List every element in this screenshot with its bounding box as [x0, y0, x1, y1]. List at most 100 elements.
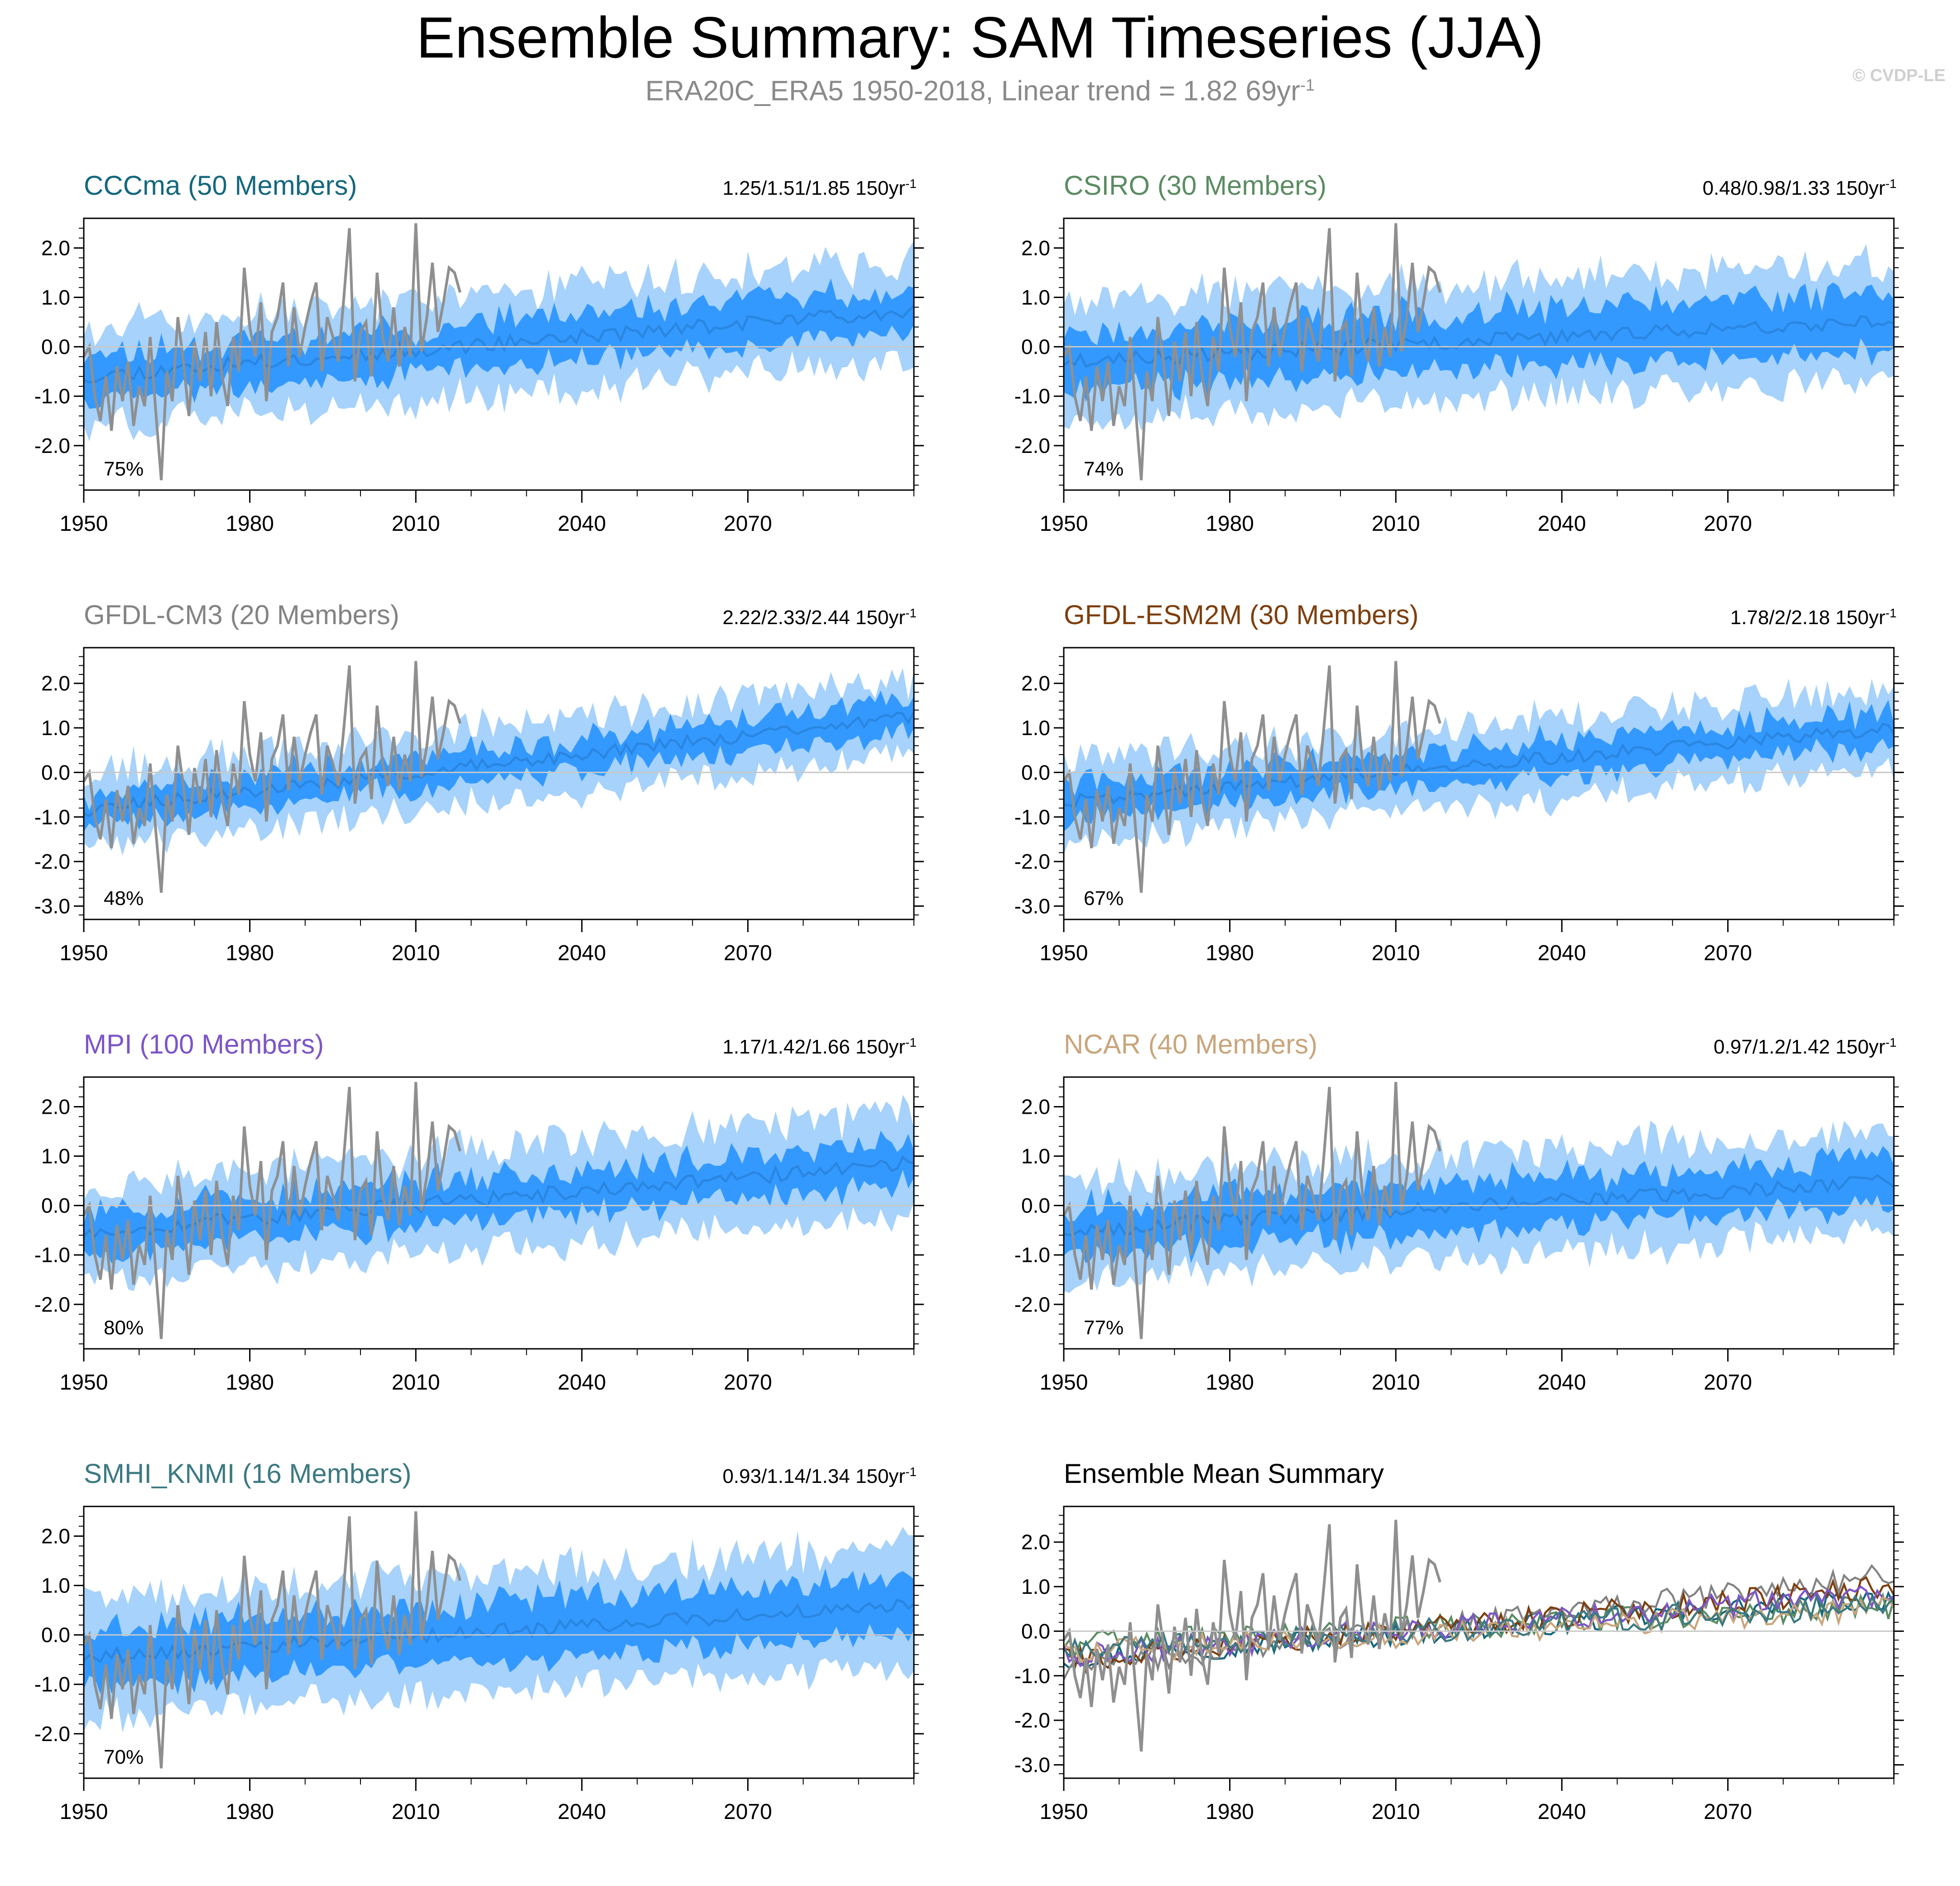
y-tick-label: -1.0 — [1014, 385, 1050, 408]
percent-label: 77% — [1084, 1317, 1124, 1339]
x-tick-label: 2010 — [392, 1800, 440, 1824]
y-tick-label: -2.0 — [1014, 1293, 1050, 1316]
chart-panel-ncar: NCAR (40 Members) 0.97/1.2/1.42 150yr-1 2.… — [1014, 1029, 1904, 1395]
panel-title: Ensemble Mean Summary — [1064, 1458, 1384, 1489]
plot-area — [1064, 1520, 1894, 1752]
percent-label: 70% — [104, 1746, 144, 1768]
y-tick-label: 0.0 — [1021, 335, 1050, 359]
x-tick-label: 2070 — [724, 941, 772, 965]
y-tick-label: -2.0 — [34, 434, 70, 457]
plot-area — [84, 1082, 914, 1339]
ncar-40-members-ensemble-mean — [1064, 1174, 1894, 1237]
x-tick-label: 2040 — [1537, 1371, 1586, 1395]
chart-panel-gfdl-cm3: GFDL-CM3 (20 Members) 2.22/2.33/2.44 150y… — [34, 600, 924, 965]
watermark: © CVDP-LE — [1852, 66, 1946, 85]
x-tick-label: 2010 — [392, 512, 440, 536]
y-tick-label: 0.0 — [41, 1623, 70, 1647]
panel-title: CSIRO (30 Members) — [1064, 170, 1326, 201]
x-tick-label: 2010 — [1372, 1371, 1420, 1395]
y-tick-label: 1.0 — [1021, 286, 1050, 309]
trend-label: 1.17/1.42/1.66 150yr-1 — [722, 1035, 917, 1058]
gfdl-cm3-20-members-inner-range — [84, 690, 914, 832]
x-tick-label: 1980 — [1206, 1371, 1254, 1395]
x-tick-label: 1950 — [60, 1800, 108, 1824]
y-tick-label: -3.0 — [34, 894, 70, 918]
y-tick-label: 2.0 — [41, 236, 70, 260]
y-tick-label: -1.0 — [1014, 1664, 1050, 1688]
x-tick-label: 2040 — [1537, 941, 1586, 965]
y-tick-label: -1.0 — [1014, 805, 1050, 829]
x-tick-label: 2040 — [1537, 1800, 1586, 1824]
x-tick-label: 2010 — [1372, 941, 1420, 965]
y-tick-label: 2.0 — [41, 1095, 70, 1118]
panel-title: CCCma (50 Members) — [84, 170, 357, 201]
x-tick-label: 1980 — [226, 512, 274, 536]
plot-frame — [1063, 1076, 1895, 1350]
x-tick-label: 2070 — [724, 1800, 772, 1824]
y-tick-label: 1.0 — [41, 716, 70, 740]
y-tick-label: -2.0 — [1014, 1708, 1050, 1732]
subtitle-text: ERA20C_ERA5 1950-2018, Linear trend = 1.… — [645, 75, 1300, 107]
y-tick-label: -2.0 — [34, 850, 70, 873]
chart-panel-csiro: CSIRO (30 Members) 0.48/0.98/1.33 150yr-1… — [1014, 170, 1904, 536]
y-tick-label: 0.0 — [1021, 1619, 1050, 1643]
plot-area — [84, 661, 914, 893]
trend-label: 0.93/1.14/1.34 150yr-1 — [722, 1465, 917, 1488]
csiro-30-members-inner-range — [1064, 282, 1894, 402]
y-tick-label: 0.0 — [41, 760, 70, 784]
trend-label: 0.97/1.2/1.42 150yr-1 — [1714, 1035, 1897, 1058]
ncar-40-members-inner-range — [1064, 1146, 1894, 1264]
y-tick-label: -2.0 — [34, 1293, 70, 1316]
cccma-50-members-inner-range — [84, 278, 914, 409]
csiro-30-members-ensemble-mean — [1064, 315, 1894, 368]
plot-area — [84, 1511, 914, 1769]
y-tick-label: 0.0 — [41, 1194, 70, 1217]
x-tick-label: 2070 — [1704, 1371, 1752, 1395]
y-tick-label: 2.0 — [1021, 236, 1050, 260]
plot-frame — [83, 1076, 915, 1350]
chart-panel-smhi-knmi: SMHI_KNMI (16 Members) 0.93/1.14/1.34 150… — [34, 1458, 924, 1824]
plot-frame — [83, 217, 915, 491]
x-tick-label: 2070 — [1704, 512, 1752, 536]
x-tick-label: 1980 — [1206, 1800, 1254, 1824]
percent-label: 80% — [104, 1317, 144, 1339]
ensemble-mean-summary-observations-line — [1064, 1520, 1441, 1752]
y-tick-label: 1.0 — [1021, 1575, 1050, 1598]
panel-title: GFDL-ESM2M (30 Members) — [1064, 600, 1418, 630]
smhi-knmi-16-members-inner-range — [84, 1568, 914, 1695]
plot-area — [1064, 1082, 1894, 1339]
y-tick-label: 0.0 — [1021, 760, 1050, 784]
gfdl-esm2m-30-members-inner-range — [1064, 700, 1894, 832]
y-tick-label: -1.0 — [34, 805, 70, 829]
trend-label: 2.22/2.33/2.44 150yr-1 — [722, 606, 917, 629]
x-tick-label: 2070 — [1704, 941, 1752, 965]
x-tick-label: 1980 — [1206, 941, 1254, 965]
page-subtitle: ERA20C_ERA5 1950-2018, Linear trend = 1.… — [0, 77, 1960, 106]
y-tick-label: 2.0 — [1021, 672, 1050, 695]
plot-frame — [83, 1506, 915, 1779]
x-tick-label: 2010 — [1372, 512, 1420, 536]
x-tick-label: 1950 — [60, 941, 108, 965]
x-tick-label: 2070 — [1704, 1800, 1752, 1824]
x-tick-label: 1950 — [1040, 512, 1088, 536]
y-tick-label: -3.0 — [1014, 1753, 1050, 1776]
y-tick-label: -3.0 — [1014, 894, 1050, 918]
y-tick-label: 1.0 — [1021, 716, 1050, 740]
y-tick-label: -1.0 — [1014, 1243, 1050, 1267]
y-tick-label: 2.0 — [1021, 1530, 1050, 1554]
y-tick-label: -1.0 — [34, 385, 70, 408]
trend-label: 0.48/0.98/1.33 150yr-1 — [1702, 177, 1897, 200]
x-tick-label: 1950 — [1040, 1800, 1088, 1824]
chart-panel-gfdl-esm2m: GFDL-ESM2M (30 Members) 1.78/2/2.18 150yr… — [1014, 600, 1904, 965]
x-tick-label: 2040 — [557, 512, 606, 536]
x-tick-label: 2010 — [392, 941, 440, 965]
y-tick-label: 1.0 — [41, 1574, 70, 1597]
x-tick-label: 1950 — [1040, 941, 1088, 965]
y-tick-label: 0.0 — [41, 335, 70, 359]
mpi-100-members-ensemble-mean — [84, 1155, 914, 1238]
panel-title: MPI (100 Members) — [84, 1029, 324, 1059]
percent-label: 75% — [104, 458, 144, 480]
plot-frame — [1063, 1506, 1895, 1779]
x-tick-label: 2070 — [724, 1371, 772, 1395]
panel-title: NCAR (40 Members) — [1064, 1029, 1317, 1059]
